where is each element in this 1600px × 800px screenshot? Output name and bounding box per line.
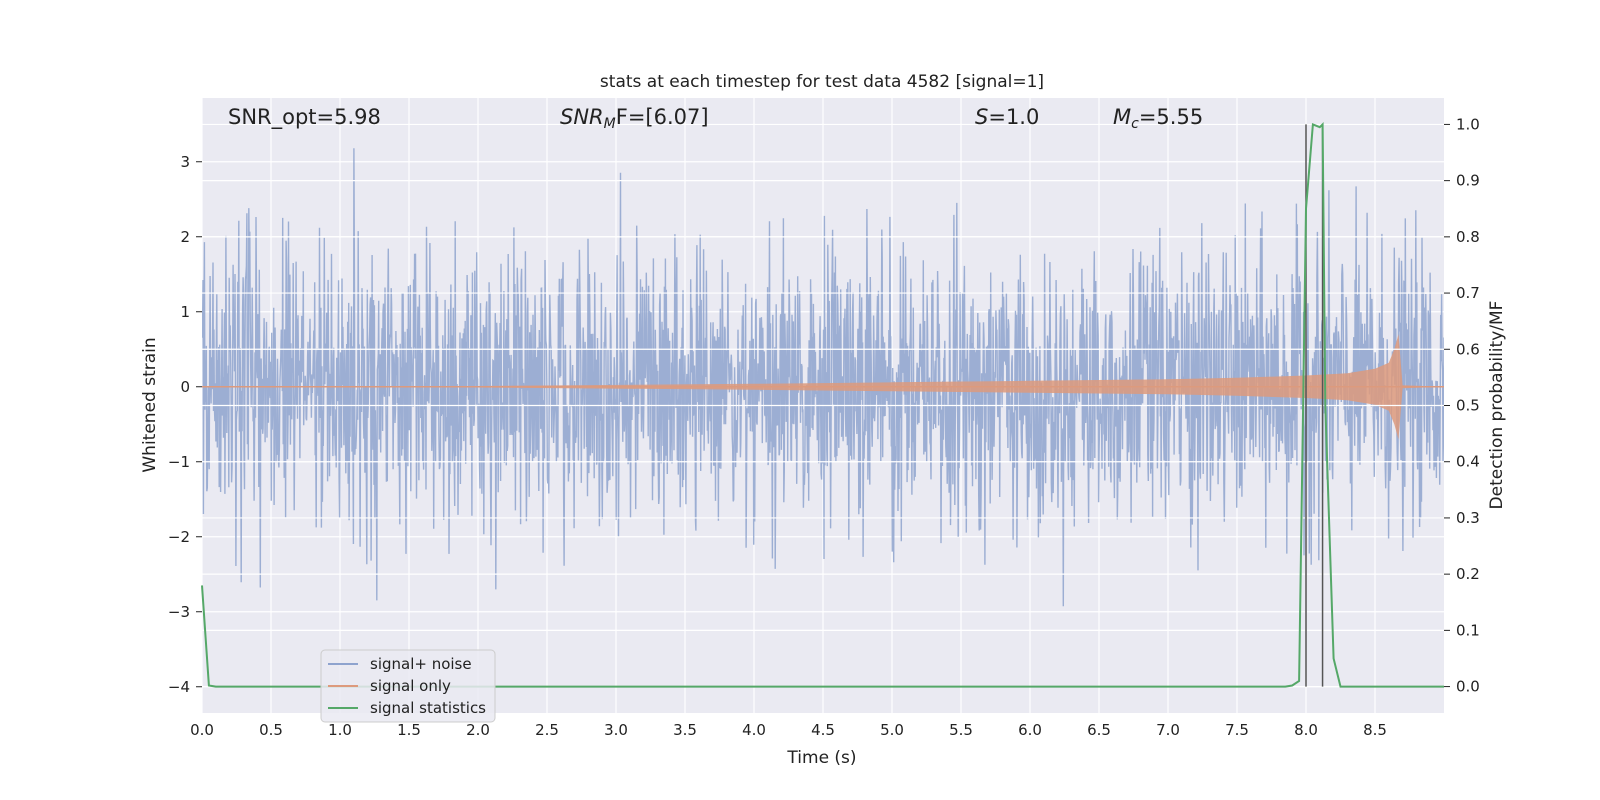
legend-label-noise: signal+ noise [370, 655, 472, 673]
y-tick-label-right: 1.0 [1456, 115, 1480, 133]
x-tick-label: 1.5 [397, 721, 421, 739]
x-tick-labels: 0.0 0.5 1.0 1.5 2.0 2.5 3.0 3.5 4.0 4.5 5.0 5.5 6.0 6… [190, 721, 1387, 739]
signal-statistics-series [201, 122, 1444, 688]
y-tick-labels-right: 0.0 0.1 0.2 0.3 0.4 0.5 0.6 0.7 0.8 0.9 1.0 [1444, 115, 1480, 696]
annotation-snr-mf: SNRMF=[6.07] [560, 105, 709, 132]
annotation-mc-tail: =5.55 [1139, 105, 1203, 129]
x-tick-label: 8.5 [1363, 721, 1387, 739]
x-tick-label: 3.5 [673, 721, 697, 739]
x-tick-label: 3.0 [604, 721, 628, 739]
y-tick-label-left: −3 [168, 603, 190, 621]
annotation-mc: Mc=5.55 [1113, 105, 1203, 132]
y-tick-label-left: 1 [180, 303, 190, 321]
annotation-s-main: S [975, 105, 988, 129]
y-tick-label-right: 0.9 [1456, 172, 1480, 190]
annotation-snr-mf-main: SNR [560, 105, 604, 129]
y-tick-label-right: 0.4 [1456, 453, 1480, 471]
y-tick-labels-left: −4 −3 −2 −1 0 1 2 3 [168, 153, 202, 696]
x-tick-label: 6.5 [1087, 721, 1111, 739]
legend: signal+ noise signal only signal statist… [320, 649, 496, 723]
annotation-s-tail: =1.0 [988, 105, 1039, 129]
legend-box [320, 649, 496, 723]
x-tick-label: 2.0 [466, 721, 490, 739]
chart-title: stats at each timestep for test data 458… [600, 72, 1044, 92]
x-tick-label: 5.0 [880, 721, 904, 739]
y-tick-label-left: 0 [180, 378, 190, 396]
annotation-snr-mf-sub: M [604, 116, 616, 132]
y-axis-label-left: Whitened strain [140, 337, 160, 472]
x-tick-label: 2.5 [535, 721, 559, 739]
annotation-s: S=1.0 [975, 105, 1039, 129]
annotation-snr-mf-tail: F=[6.07] [616, 105, 709, 129]
annotation-mc-sub: c [1131, 116, 1139, 132]
y-tick-label-right: 0.2 [1456, 565, 1480, 583]
signal-noise-series [202, 148, 1444, 607]
x-tick-label: 0.5 [259, 721, 283, 739]
y-tick-label-left: −1 [168, 453, 190, 471]
y-axis-label-right: Detection probability/MF [1487, 301, 1507, 510]
y-tick-label-right: 0.3 [1456, 509, 1480, 527]
y-tick-label-left: 3 [180, 153, 190, 171]
x-tick-label: 7.0 [1156, 721, 1180, 739]
x-tick-label: 1.0 [328, 721, 352, 739]
y-tick-label-right: 0.6 [1456, 340, 1480, 358]
legend-label-stats: signal statistics [370, 699, 486, 717]
y-tick-label-left: −4 [168, 678, 190, 696]
x-tick-label: 0.0 [190, 721, 214, 739]
x-tick-label: 4.5 [811, 721, 835, 739]
y-tick-label-right: 0.0 [1456, 678, 1480, 696]
x-tick-label: 5.5 [949, 721, 973, 739]
y-tick-label-right: 0.5 [1456, 397, 1480, 415]
y-tick-label-right: 0.8 [1456, 228, 1480, 246]
y-tick-label-left: −2 [168, 528, 190, 546]
y-tick-label-right: 0.7 [1456, 284, 1480, 302]
annotation-snr-opt: SNR_opt=5.98 [228, 105, 381, 130]
x-tick-label: 4.0 [742, 721, 766, 739]
x-tick-label: 6.0 [1018, 721, 1042, 739]
x-tick-label: 8.0 [1294, 721, 1318, 739]
x-tick-label: 7.5 [1225, 721, 1249, 739]
x-axis-label: Time (s) [786, 748, 856, 768]
y-tick-label-left: 2 [180, 228, 190, 246]
y-tick-label-right: 0.1 [1456, 621, 1480, 639]
annotation-mc-main: M [1113, 105, 1131, 129]
legend-label-signal: signal only [370, 677, 451, 695]
